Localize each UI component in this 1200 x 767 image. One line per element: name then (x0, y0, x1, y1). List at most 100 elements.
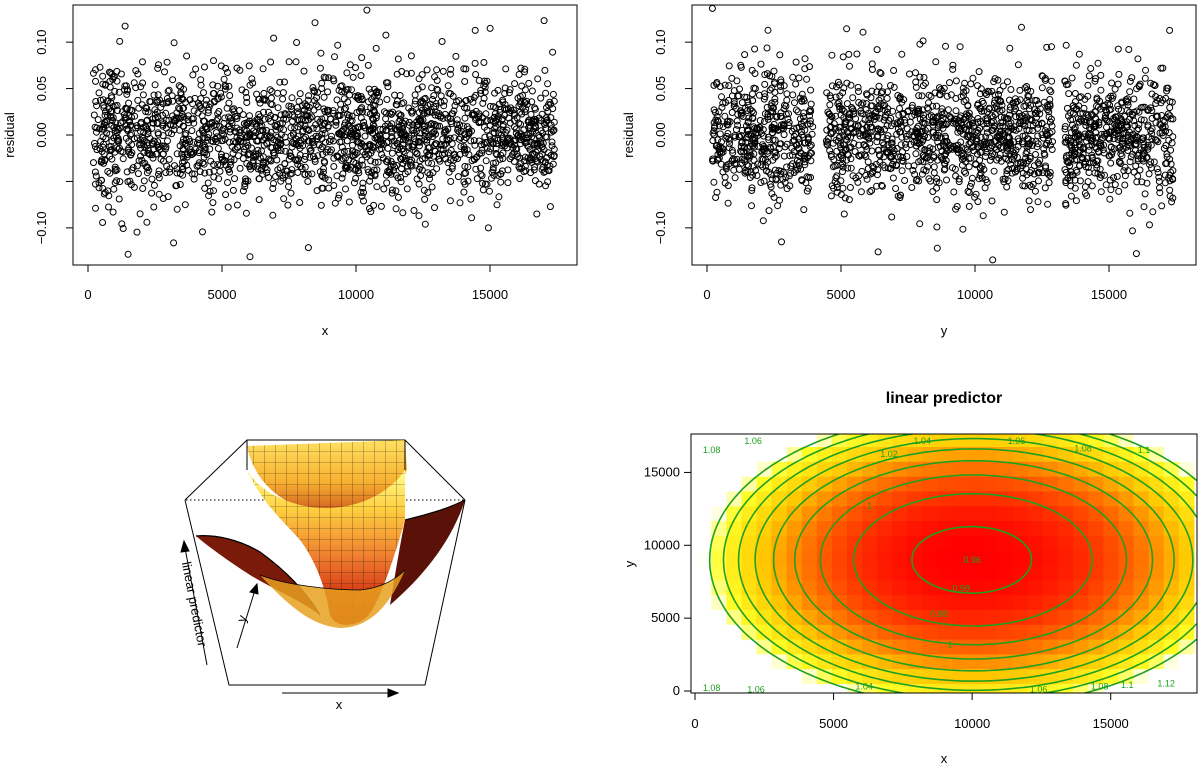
scatter-point (540, 17, 548, 25)
heatmap-cell (771, 550, 788, 566)
heatmap-cell (937, 594, 954, 610)
scatter-point (481, 88, 489, 96)
heatmap-cell (1028, 579, 1044, 596)
scatter-point (794, 108, 802, 116)
scatter-point (915, 105, 923, 113)
scatter-point (775, 145, 783, 152)
heatmap-cell (711, 668, 727, 685)
scatter-point (140, 141, 148, 149)
heatmap-cell (1058, 550, 1074, 566)
scatter-point (941, 137, 948, 145)
scatter-point (754, 142, 762, 150)
scatter-point (113, 123, 121, 131)
scatter-point (937, 86, 945, 93)
scatter-point (241, 183, 249, 191)
heatmap-cell (741, 609, 758, 625)
heatmap-cell (967, 579, 984, 596)
y-tick-label: 0.00 (34, 122, 49, 147)
scatter-point (789, 151, 796, 159)
scatter-point (548, 142, 556, 150)
heatmap-cell (756, 490, 773, 507)
scatter-point (1085, 72, 1093, 80)
scatter-point (105, 203, 112, 211)
scatter-point (859, 99, 867, 107)
scatter-point (1083, 137, 1091, 145)
heatmap-cell (741, 653, 758, 670)
scatter-point (930, 152, 938, 160)
scatter-point (845, 110, 853, 118)
scatter-point (840, 210, 848, 218)
scatter-point (447, 146, 455, 154)
scatter-point (728, 109, 736, 116)
scatter-point (770, 120, 778, 128)
scatter-point (338, 138, 346, 146)
scatter-point (291, 113, 298, 121)
scatter-point (1108, 151, 1115, 159)
scatter-point (1156, 184, 1163, 192)
heatmap-cell (801, 639, 818, 655)
scatter-point (521, 162, 529, 170)
scatter-point (726, 118, 734, 126)
heatmap-cell (1148, 639, 1165, 655)
scatter-point (106, 130, 114, 138)
y-tick-label: 5000 (651, 610, 680, 625)
heatmap-cell (1073, 476, 1089, 492)
contour-label: 1.08 (703, 445, 721, 455)
scatter-point (181, 150, 189, 158)
scatter-point (139, 185, 147, 192)
scatter-point (1084, 134, 1092, 141)
scatter-point (505, 89, 513, 97)
y-axis: −0.100.000.050.10 (653, 29, 692, 244)
scatter-point (1091, 169, 1099, 177)
scatter-point (976, 156, 984, 164)
scatter-point (288, 169, 296, 177)
scatter-point (428, 160, 436, 167)
scatter-point (801, 126, 809, 134)
scatter-point (99, 72, 107, 80)
scatter-point (134, 96, 142, 104)
heatmap-cell (741, 550, 758, 566)
scatter-point (884, 141, 892, 149)
chart-title: linear predictor (886, 390, 1002, 407)
y-tick-label: 0.00 (653, 122, 668, 147)
scatter-point (995, 91, 1002, 98)
scatter-point (1118, 140, 1126, 148)
scatter-point (108, 107, 116, 115)
y-tick-label: 0.05 (34, 76, 49, 101)
scatter-point (748, 202, 755, 210)
heatmap-cell (816, 594, 833, 610)
scatter-point (841, 141, 849, 149)
heatmap-cell (1073, 639, 1089, 655)
heatmap-cell (877, 683, 893, 693)
heatmap-cell (937, 434, 954, 447)
scatter-point (273, 123, 280, 131)
scatter-point (1136, 166, 1144, 174)
scatter-point (123, 168, 131, 176)
scatter-point (725, 62, 733, 70)
scatter-point (708, 4, 716, 12)
scatter-point (839, 168, 846, 176)
scatter-point (388, 120, 396, 128)
scatter-point (748, 187, 756, 194)
scatter-point (193, 162, 201, 170)
scatter-point (204, 179, 212, 187)
scatter-point (1075, 132, 1083, 140)
scatter-point (1097, 71, 1105, 79)
heatmap-cell (892, 683, 908, 693)
scatter-point (518, 82, 526, 90)
scatter-point (801, 151, 809, 159)
scatter-point (872, 108, 880, 116)
scatter-point (757, 161, 765, 169)
scatter-point (345, 198, 353, 206)
scatter-point (453, 116, 461, 124)
scatter-point (232, 128, 240, 136)
scatter-point (912, 177, 920, 185)
scatter-point (106, 146, 114, 154)
scatter-point (227, 158, 235, 166)
scatter-point (367, 104, 375, 111)
heatmap-cell (831, 579, 848, 596)
scatter-point (505, 114, 513, 122)
scatter-point (308, 113, 316, 121)
heatmap-cell (1118, 490, 1135, 507)
scatter-point (1103, 123, 1110, 131)
